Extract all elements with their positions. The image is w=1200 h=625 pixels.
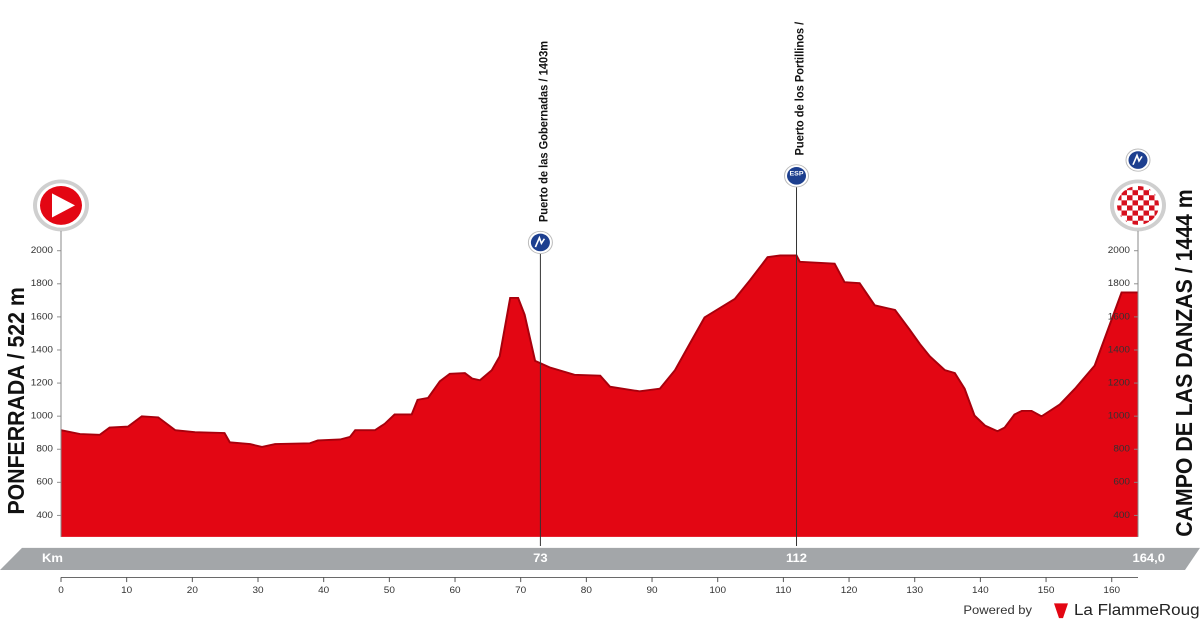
distance-label: 164,0 — [1132, 552, 1165, 565]
x-tick-label: 10 — [121, 585, 132, 596]
y-tick-label: 800 — [36, 444, 53, 455]
y-tick-label: 600 — [36, 477, 53, 488]
y-tick-label-right: 1200 — [1108, 378, 1130, 389]
finish-icon — [1110, 179, 1166, 232]
x-tick-label: 130 — [906, 585, 923, 596]
x-tick-label: 20 — [187, 585, 198, 596]
y-tick-label: 1800 — [31, 279, 53, 290]
y-tick-label-right: 1600 — [1108, 312, 1130, 323]
y-tick-label: 2000 — [31, 245, 53, 256]
x-tick-label: 0 — [58, 585, 64, 596]
climb-label: Puerto de las Gobernadas / 1403m — [538, 41, 550, 222]
x-tick-label: 150 — [1038, 585, 1055, 596]
y-tick-label-right: 1000 — [1108, 411, 1130, 422]
x-tick-label: 40 — [318, 585, 329, 596]
profile-edge — [60, 254, 1138, 448]
x-tick-label: 100 — [709, 585, 726, 596]
x-tick-label: 160 — [1103, 585, 1120, 596]
km-strip — [0, 547, 1200, 571]
x-tick-label: 30 — [252, 585, 263, 596]
y-tick-label: 400 — [36, 510, 53, 521]
km-label: Km — [42, 552, 63, 565]
climb-badge: ESP — [790, 171, 805, 178]
climb-km-label: 73 — [533, 552, 547, 565]
y-tick-label-right: 1800 — [1108, 279, 1130, 290]
footer-brand: La FlammeRouge — [1074, 601, 1200, 618]
x-tick-label: 90 — [646, 585, 657, 596]
finish-label: CAMPO DE LAS DANZAS / 1444 m — [1171, 189, 1197, 536]
x-tick-label: 110 — [775, 585, 791, 596]
start-label: PONFERRADA / 522 m — [3, 287, 29, 514]
x-tick-label: 60 — [449, 585, 460, 596]
y-tick-label: 1400 — [31, 345, 53, 356]
y-tick-label: 1200 — [31, 378, 53, 389]
plot-area — [60, 254, 1138, 537]
start-icon — [33, 179, 89, 232]
profile-area — [61, 255, 1138, 537]
climb-icon — [787, 167, 807, 185]
y-tick-label: 1600 — [31, 312, 53, 323]
y-tick-label-right: 600 — [1113, 477, 1130, 488]
y-tick-label-right: 800 — [1113, 444, 1130, 455]
climb-km-label: 112 — [786, 552, 807, 565]
climb-label: Puerto de los Portillinos / — [794, 21, 806, 155]
x-tick-label: 140 — [972, 585, 989, 596]
climb-icon-glyph — [534, 235, 546, 248]
footer-powered: Powered by — [963, 603, 1032, 616]
x-tick-label: 50 — [384, 585, 395, 596]
y-tick-label: 1000 — [31, 411, 53, 422]
x-tick-label: 70 — [515, 585, 526, 596]
kom-icon — [1125, 148, 1151, 172]
y-tick-label-right: 400 — [1113, 510, 1130, 521]
y-tick-label-right: 1400 — [1108, 345, 1130, 356]
y-tick-label-right: 2000 — [1108, 245, 1130, 256]
x-tick-label: 80 — [581, 585, 592, 596]
x-tick-label: 120 — [841, 585, 858, 596]
brand-logo — [1054, 603, 1068, 619]
